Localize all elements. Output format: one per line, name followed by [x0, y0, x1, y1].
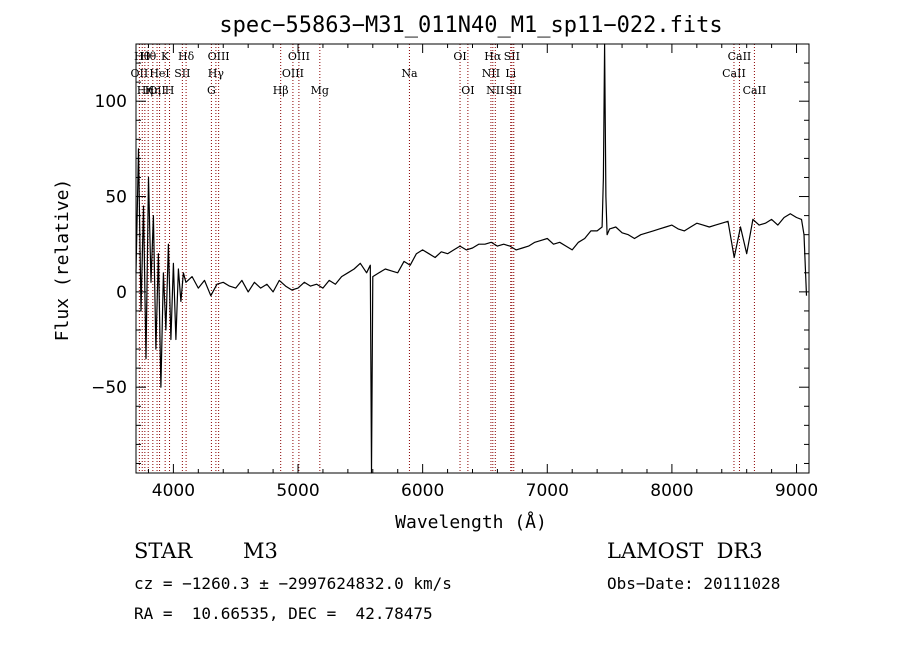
x-tick-label: 8000: [650, 481, 693, 501]
object-class: STAR: [134, 539, 193, 563]
spectral-line-label: SII: [504, 50, 520, 63]
spectral-line-label: Hη: [137, 84, 153, 97]
x-axis-label: Wavelength (Å): [395, 511, 547, 533]
y-tick-label: 100: [95, 92, 127, 112]
y-tick-label: 50: [105, 188, 127, 208]
spectral-line-label: OII: [131, 67, 149, 80]
obs-date: Obs−Date: 20111028: [607, 574, 781, 593]
spectral-line-label: H: [165, 84, 175, 97]
x-ticks-layer: 4000 5000 6000 7000 8000 9000: [147, 44, 818, 501]
spectral-line-label: Hθ: [134, 50, 151, 63]
y-tick-label: 0: [116, 283, 127, 303]
chart-title: spec−55863−M31_011N40_M1_sp11−022.fits: [219, 13, 722, 38]
y-tick-label: −50: [91, 378, 127, 398]
spectral-line-label: G: [207, 84, 216, 97]
spectral-line-label: Mg: [311, 84, 329, 97]
spectral-line-label: OIII: [288, 50, 310, 63]
spectral-line-label: SII: [506, 84, 522, 97]
spectral-line-label: Hθ: [140, 50, 157, 63]
spectral-line-label: K: [161, 50, 170, 63]
ra-dec-readout: RA = 10.66535, DEC = 42.78475: [134, 604, 433, 623]
spectral-line-label: OIII: [282, 67, 304, 80]
spectral-lines-layer: OIIHθHηHθHηOIIHeIKHSIIHδGHγOIIIHβOIIIOII…: [131, 44, 767, 473]
redshift-readout: cz = −1260.3 ± −2997624832.0 km/s: [134, 574, 452, 593]
spectral-line-label: Hγ: [208, 67, 225, 80]
spectral-line-label: CaII: [728, 50, 752, 63]
spectral-line-label: Hδ: [178, 50, 195, 63]
x-tick-label: 5000: [276, 481, 319, 501]
survey-name: LAMOST DR3: [607, 539, 763, 563]
spectral-line-label: OIII: [208, 50, 230, 63]
y-ticks-layer: −50 0 50 100: [91, 43, 809, 464]
series-layer: [135, 43, 808, 474]
spectral-line-label: CaII: [722, 67, 746, 80]
spectral-line-label: Na: [401, 67, 418, 80]
spectral-line-label: Hβ: [273, 84, 289, 97]
spectral-line-label: HeI: [149, 67, 169, 80]
spectral-line-label: NII: [482, 67, 500, 80]
flux-series-line: [135, 43, 808, 474]
spectral-line-label: OI: [461, 84, 474, 97]
x-tick-label: 7000: [526, 481, 569, 501]
spectral-line-label: CaII: [743, 84, 767, 97]
spectral-line-label: OI: [453, 50, 466, 63]
object-subclass: M3: [243, 539, 278, 563]
x-tick-label: 6000: [401, 481, 444, 501]
spectral-line-label: Hα: [484, 50, 502, 63]
spectral-line-label: NII: [486, 84, 504, 97]
plot-frame: [135, 43, 810, 474]
x-tick-label: 4000: [152, 481, 195, 501]
spectral-line-label: OII: [148, 84, 166, 97]
y-axis-label: Flux (relative): [52, 179, 73, 342]
spectral-line-label: Li: [505, 67, 516, 80]
x-tick-label: 9000: [775, 481, 818, 501]
spectral-line-label: Hη: [145, 84, 161, 97]
spectral-line-label: SII: [174, 67, 190, 80]
